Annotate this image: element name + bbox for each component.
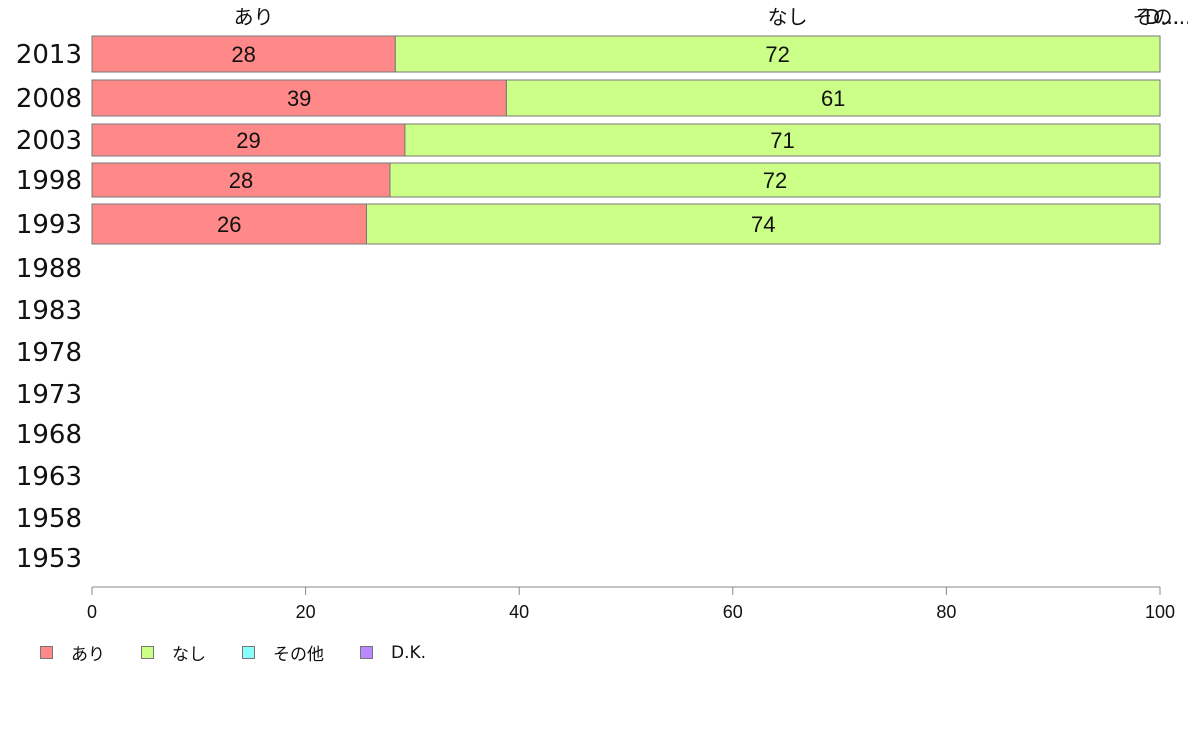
y-tick-label: 2003 [16, 126, 82, 156]
bar-value-label: 61 [821, 86, 845, 111]
x-tick-label: 40 [509, 602, 529, 622]
y-tick-label: 2013 [16, 40, 82, 70]
bar-segment [91, 162, 391, 198]
bar-value-label: 72 [765, 42, 789, 67]
x-tick-label: 60 [723, 602, 743, 622]
series-header-label: あり [234, 5, 274, 29]
series-header-label: なし [768, 5, 808, 29]
legend-item: その他 [242, 640, 324, 665]
legend-swatch [242, 646, 255, 659]
bar-segment [91, 123, 406, 157]
data-labels: 28 72 39 61 29 71 28 72 26 74 [217, 42, 845, 237]
legend-swatch [141, 646, 154, 659]
x-tick-label: 20 [296, 602, 316, 622]
legend-swatch [360, 646, 373, 659]
legend-swatch [40, 646, 53, 659]
y-tick-label: 2008 [16, 84, 82, 114]
series-header-label: その... [1132, 5, 1188, 29]
legend: あり なし その他 D.K. [40, 640, 462, 665]
x-tick-label: 0 [87, 602, 97, 622]
legend-label: なし [172, 645, 206, 665]
legend-label: D.K. [391, 642, 427, 663]
bar-value-label: 74 [751, 212, 775, 237]
bar-segment [91, 79, 507, 117]
y-tick-label: 1968 [16, 420, 82, 450]
legend-item: D.K. [360, 643, 426, 663]
bar-value-label: 72 [763, 168, 787, 193]
bar-segment [91, 35, 396, 73]
legend-item: あり [40, 640, 105, 665]
bar-value-label: 29 [236, 128, 260, 153]
bar-value-label: 39 [287, 86, 311, 111]
series-header-label: D... [1145, 5, 1179, 29]
x-tick-label: 100 [1145, 602, 1175, 622]
bar-segment [505, 79, 1161, 117]
bar-segment [394, 35, 1161, 73]
x-axis: 0 20 40 60 80 100 [87, 586, 1175, 622]
legend-label: あり [71, 645, 105, 665]
series-header-labels: あり なし その...D... [234, 5, 1188, 29]
y-tick-label: 1988 [16, 254, 82, 284]
y-tick-label: 1958 [16, 504, 82, 534]
bar-segment [91, 203, 367, 245]
bar-value-label: 28 [229, 168, 253, 193]
y-tick-label: 1983 [16, 296, 82, 326]
bar-segment [365, 203, 1161, 245]
y-tick-label: 1973 [16, 380, 82, 410]
y-tick-label: 1998 [16, 166, 82, 196]
bar-segment [404, 123, 1161, 157]
bars-group [91, 35, 1161, 245]
bar-segment [389, 162, 1161, 198]
y-tick-label: 1978 [16, 338, 82, 368]
y-tick-label: 1963 [16, 462, 82, 492]
y-tick-label: 1993 [16, 210, 82, 240]
x-tick-label: 80 [936, 602, 956, 622]
legend-label: その他 [273, 645, 324, 665]
bar-value-label: 28 [231, 42, 255, 67]
bar-value-label: 71 [770, 128, 794, 153]
y-axis-labels: 2013 2008 2003 1998 1993 1988 1983 1978 1973 1968… [16, 40, 82, 574]
bar-value-label: 26 [217, 212, 241, 237]
legend-item: なし [141, 640, 206, 665]
y-tick-label: 1953 [16, 544, 82, 574]
